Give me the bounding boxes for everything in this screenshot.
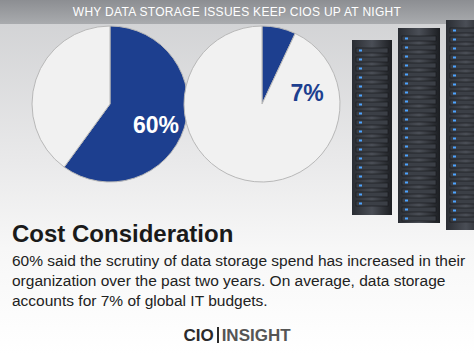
html-text:CIO: CIO xyxy=(183,326,214,345)
html-text:Cost Consideration: Cost Consideration xyxy=(12,220,234,247)
svg-text:7%: 7% xyxy=(291,80,324,106)
html-text:INSIGHT: INSIGHT xyxy=(221,326,291,345)
html-text:60% said the scrutiny of data: 60% said the scrutiny of data storage sp… xyxy=(12,252,466,309)
svg-text:60%: 60% xyxy=(133,112,179,138)
html-text:WHY DATA STORAGE ISSUES KEEP C: WHY DATA STORAGE ISSUES KEEP CIOS UP AT … xyxy=(72,5,402,19)
